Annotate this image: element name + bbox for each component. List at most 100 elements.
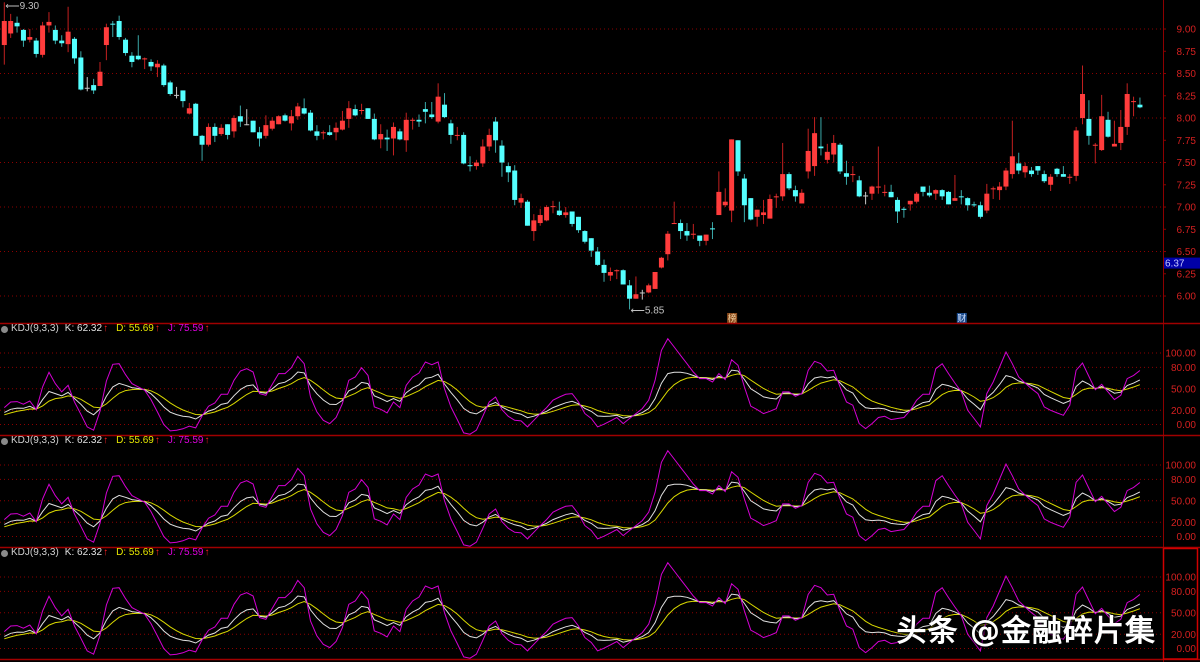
candle[interactable] xyxy=(1041,170,1047,183)
candle[interactable] xyxy=(1137,97,1143,109)
candle[interactable] xyxy=(237,105,243,127)
candle[interactable] xyxy=(46,12,52,33)
candle[interactable] xyxy=(1099,94,1105,151)
candle[interactable] xyxy=(729,139,735,223)
event-marker[interactable]: 榜 xyxy=(727,313,738,325)
candle[interactable] xyxy=(652,272,658,289)
candle[interactable] xyxy=(225,124,231,140)
candle[interactable] xyxy=(588,238,594,257)
candle[interactable] xyxy=(735,140,741,176)
candle[interactable] xyxy=(397,128,403,141)
candle[interactable] xyxy=(473,159,479,170)
candle[interactable] xyxy=(435,83,441,124)
indicator-settings-icon[interactable] xyxy=(1,437,8,445)
candle[interactable] xyxy=(250,120,256,133)
candle[interactable] xyxy=(563,207,569,218)
indicator-name[interactable]: KDJ(9,3,3) xyxy=(11,435,59,446)
candle[interactable] xyxy=(212,123,218,143)
candle[interactable] xyxy=(174,86,180,99)
candle[interactable] xyxy=(875,146,881,194)
candle[interactable] xyxy=(965,197,971,211)
candle[interactable] xyxy=(882,184,888,197)
candle[interactable] xyxy=(614,269,620,280)
candle[interactable] xyxy=(123,37,129,56)
candle[interactable] xyxy=(65,6,71,53)
candle[interactable] xyxy=(244,109,250,126)
candle[interactable] xyxy=(550,200,556,214)
candle[interactable] xyxy=(524,199,530,226)
candle[interactable] xyxy=(1067,174,1073,184)
candle[interactable] xyxy=(1105,111,1111,138)
candle[interactable] xyxy=(518,193,524,208)
candle[interactable] xyxy=(926,185,932,198)
candle[interactable] xyxy=(59,35,65,47)
candle[interactable] xyxy=(20,29,26,47)
candle[interactable] xyxy=(308,110,314,132)
candle[interactable] xyxy=(1054,167,1060,177)
candle[interactable] xyxy=(454,126,460,141)
candle[interactable] xyxy=(288,110,294,131)
candle[interactable] xyxy=(1073,126,1079,182)
candle[interactable] xyxy=(505,162,511,183)
candle[interactable] xyxy=(1060,166,1066,177)
candle[interactable] xyxy=(1022,162,1028,178)
candle[interactable] xyxy=(231,115,237,138)
candle[interactable] xyxy=(148,59,154,71)
candle[interactable] xyxy=(761,199,767,224)
candle[interactable] xyxy=(1009,120,1015,179)
candle[interactable] xyxy=(856,175,862,198)
candle[interactable] xyxy=(78,51,84,91)
candle[interactable] xyxy=(429,102,435,119)
candle[interactable] xyxy=(218,124,224,136)
candle[interactable] xyxy=(824,143,830,164)
candle[interactable] xyxy=(977,201,983,219)
candle[interactable] xyxy=(933,189,939,200)
candle[interactable] xyxy=(276,115,282,125)
candle[interactable] xyxy=(1035,166,1041,175)
candle[interactable] xyxy=(40,21,46,58)
candle[interactable] xyxy=(671,201,677,225)
candle[interactable] xyxy=(665,231,671,261)
candle[interactable] xyxy=(512,165,518,206)
candle[interactable] xyxy=(901,207,907,218)
candle[interactable] xyxy=(301,98,307,115)
candle[interactable] xyxy=(346,101,352,128)
candle[interactable] xyxy=(780,142,786,201)
candle[interactable] xyxy=(773,193,779,208)
candle[interactable] xyxy=(1,2,7,65)
candle[interactable] xyxy=(633,276,639,299)
candle[interactable] xyxy=(1003,167,1009,191)
kdj-panel-3[interactable]: 100.00 80.00 50.00 20.00 0.00 xyxy=(0,547,1199,660)
candle[interactable] xyxy=(180,90,186,108)
candle[interactable] xyxy=(493,117,499,153)
candle[interactable] xyxy=(786,172,792,191)
candle[interactable] xyxy=(888,184,894,198)
candle[interactable] xyxy=(154,60,160,78)
candle[interactable] xyxy=(709,222,715,240)
candle[interactable] xyxy=(467,156,473,172)
candle[interactable] xyxy=(1118,110,1124,151)
candle[interactable] xyxy=(812,117,818,176)
candle[interactable] xyxy=(416,114,422,127)
candle[interactable] xyxy=(1092,142,1098,164)
candle[interactable] xyxy=(14,16,20,33)
candle[interactable] xyxy=(461,132,467,165)
indicator-name[interactable]: KDJ(9,3,3) xyxy=(11,547,59,558)
candle[interactable] xyxy=(320,130,326,140)
candle[interactable] xyxy=(799,189,805,204)
candle[interactable] xyxy=(314,125,320,141)
candle[interactable] xyxy=(850,166,856,183)
candle[interactable] xyxy=(952,174,958,201)
candle[interactable] xyxy=(1080,65,1086,125)
candle[interactable] xyxy=(792,185,798,202)
candle[interactable] xyxy=(537,208,543,226)
candle[interactable] xyxy=(1016,152,1022,175)
candle[interactable] xyxy=(984,183,990,214)
candle[interactable] xyxy=(920,186,926,197)
candle[interactable] xyxy=(378,124,384,149)
candle[interactable] xyxy=(327,125,333,136)
candle[interactable] xyxy=(403,112,409,152)
candle[interactable] xyxy=(352,104,358,117)
candle[interactable] xyxy=(1111,120,1117,147)
candle[interactable] xyxy=(569,211,575,227)
